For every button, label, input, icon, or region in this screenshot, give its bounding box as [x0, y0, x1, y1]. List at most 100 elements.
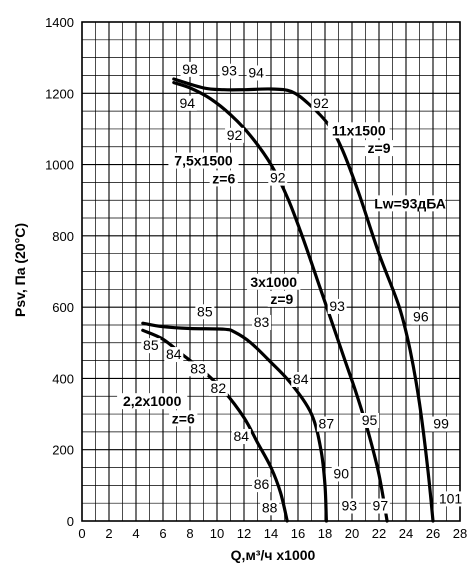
point-label-text: 83 [254, 314, 270, 330]
point-label-text: 96 [413, 309, 429, 325]
x-tick-label: 8 [186, 526, 193, 541]
point-label-text: 97 [373, 498, 389, 514]
y-tick-label: 800 [52, 229, 74, 244]
y-tick-label: 200 [52, 443, 74, 458]
point-label-bg [311, 95, 331, 111]
x-tick-label: 28 [453, 526, 467, 541]
point-label-text: 92 [227, 127, 243, 143]
point-label: 96 [411, 309, 431, 325]
point-label-bg [327, 298, 347, 314]
curve-annotation: 11x1500 [327, 122, 390, 139]
curve-annotation: z=9 [364, 140, 394, 157]
y-tick-labels: 0 200 400 600 800 1000 1200 1400 [45, 15, 74, 529]
point-label: 85 [141, 337, 161, 354]
x-tick-label: 18 [318, 526, 332, 541]
x-tick-label: 0 [78, 526, 85, 541]
point-label-text: 88 [262, 499, 278, 515]
y-axis-title: Psv, Па (20°С) [12, 223, 28, 317]
curve-annotation-bg [374, 195, 446, 212]
curve-annotation-bg [327, 122, 390, 139]
x-tick-label: 12 [237, 526, 251, 541]
point-label: 86 [252, 476, 272, 493]
point-label: 101 [437, 490, 465, 507]
curve-annotation: z=9 [267, 290, 296, 307]
point-label: 92 [268, 170, 288, 186]
point-label-bg [225, 127, 245, 143]
point-label-bg [231, 429, 251, 445]
curve-annotation-text: z=6 [172, 410, 195, 426]
point-label-text: 98 [182, 61, 198, 77]
point-labels: 98 93 94 94 92 92 92 93 96 95 99 101 97 93 90 87 84 83 85 8… [141, 61, 465, 516]
point-label-bg [219, 63, 239, 79]
point-label-text: 84 [166, 346, 182, 362]
point-label-bg [411, 309, 431, 325]
point-label-bg [252, 477, 272, 493]
curve-annotation: 2,2x1000 [117, 393, 188, 410]
point-label: 83 [252, 314, 272, 330]
point-label: 82 [208, 380, 228, 396]
point-label-bg [268, 170, 288, 186]
point-label-text: 93 [342, 498, 358, 514]
point-label-text: 94 [248, 64, 264, 80]
point-label-text: 85 [143, 337, 159, 353]
curve-annotation-bg [364, 140, 394, 157]
x-tick-label: 26 [426, 526, 440, 541]
point-label: 93 [339, 498, 359, 514]
curve-annotation-text: 7,5x1500 [174, 153, 233, 169]
point-label-text: 92 [313, 95, 329, 111]
x-axis-title: Q,м³/ч x1000 [231, 547, 316, 563]
point-label-bg [246, 65, 266, 81]
point-label-text: 93 [329, 298, 345, 314]
point-label: 84 [164, 346, 184, 363]
curve-annotation-text: 3x1000 [250, 274, 297, 290]
curve-annotation-bg [209, 170, 238, 187]
point-label: 84 [231, 428, 251, 445]
curve-annotations: 11x1500z=97,5x1500z=6Lw=93дБА3x1000z=92,… [117, 122, 446, 427]
point-label: 94 [246, 64, 266, 81]
curve-annotation-text: 2,2x1000 [123, 393, 182, 409]
point-label: 92 [311, 95, 331, 111]
point-label: 83 [188, 360, 208, 377]
point-label: 85 [195, 303, 215, 320]
point-label-bg [331, 466, 351, 482]
point-label-bg [188, 361, 208, 377]
point-label-text: 93 [221, 63, 237, 79]
point-label-bg [291, 371, 311, 387]
point-label-text: 95 [362, 412, 378, 428]
point-label: 95 [360, 412, 380, 428]
point-label: 93 [219, 63, 239, 79]
point-label: 90 [331, 465, 351, 482]
curve-annotation-bg [169, 410, 198, 427]
point-label-bg [431, 416, 451, 432]
curve-annotation-text: Lw=93дБА [374, 195, 446, 211]
point-label: 97 [370, 498, 390, 514]
point-label: 92 [225, 127, 245, 143]
point-label: 87 [316, 416, 336, 432]
curve-annotation-bg [117, 393, 188, 410]
point-label-text: 87 [319, 416, 335, 432]
point-label-text: 83 [190, 360, 206, 376]
curve-annotation-text: z=9 [270, 291, 293, 307]
curve-annotation: Lw=93дБА [374, 195, 446, 212]
x-tick-label: 20 [345, 526, 359, 541]
point-label-bg [177, 95, 197, 111]
point-label: 88 [260, 499, 280, 516]
point-label-bg [164, 347, 184, 363]
point-label: 98 [180, 61, 200, 77]
point-label-text: 92 [270, 170, 286, 186]
curve-annotation: 7,5x1500 [168, 152, 239, 169]
x-tick-label: 14 [264, 526, 278, 541]
point-label-bg [141, 338, 161, 354]
point-label-bg [252, 314, 272, 330]
point-label-bg [208, 380, 228, 396]
y-tick-label: 600 [52, 300, 74, 315]
fan-curve-3 [141, 328, 289, 523]
point-label: 94 [177, 95, 197, 111]
curve-annotation-bg [168, 152, 239, 169]
point-label-text: 99 [433, 416, 449, 432]
curve-annotation-bg [247, 273, 301, 290]
grid [81, 21, 461, 522]
fan-curve-0 [172, 77, 435, 523]
point-label: 84 [291, 371, 311, 387]
point-label: 99 [431, 416, 451, 432]
